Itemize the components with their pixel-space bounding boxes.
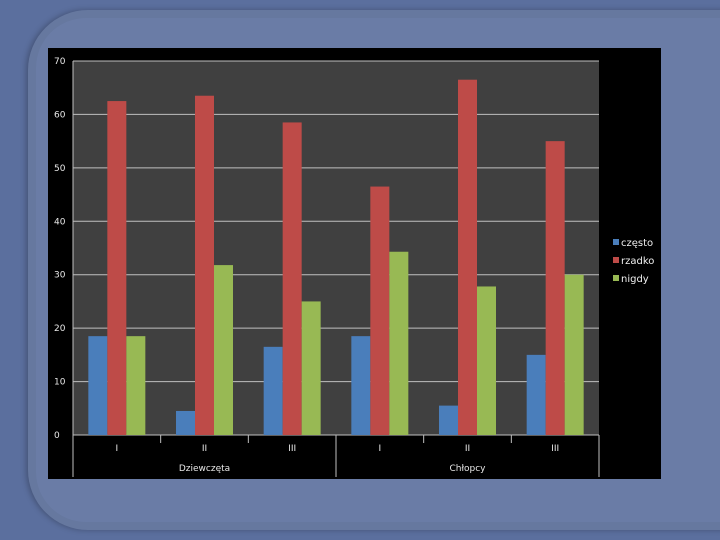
bar-rzadko [458, 79, 477, 435]
x-tick-label: II [465, 444, 470, 454]
y-tick-label: 20 [54, 324, 66, 334]
x-tick-label: II [202, 444, 207, 454]
legend-swatch [613, 257, 619, 263]
x-tick-label: III [288, 444, 296, 454]
legend-swatch [613, 239, 619, 245]
y-tick-label: 10 [54, 378, 66, 388]
bar-rzadko [545, 141, 565, 435]
y-tick-label: 50 [54, 164, 66, 174]
bar-często [526, 354, 546, 435]
y-tick-label: 0 [54, 431, 60, 441]
bar-rzadko [370, 186, 390, 435]
legend-label: często [621, 238, 653, 249]
bar-nigdy [477, 286, 496, 435]
x-tick-label: I [116, 444, 119, 454]
bar-rzadko [107, 101, 127, 436]
bar-nigdy [564, 274, 584, 435]
bar-często [439, 405, 458, 435]
bar-nigdy [301, 301, 321, 435]
bar-często [176, 410, 195, 435]
bar-rzadko [195, 95, 214, 435]
x-group-label: Chłopcy [449, 464, 486, 474]
x-tick-label: III [551, 444, 559, 454]
bar-nigdy [214, 265, 233, 435]
legend-swatch [613, 275, 619, 281]
y-tick-label: 60 [54, 110, 66, 120]
legend-label: nigdy [621, 274, 649, 285]
bar-często [263, 346, 283, 435]
y-tick-label: 30 [54, 271, 66, 281]
bar-często [88, 336, 108, 435]
bar-często [351, 336, 371, 435]
y-tick-label: 40 [54, 217, 66, 227]
plot-area [73, 61, 599, 435]
chart-container: 0 10 20 30 40 50 60 70 I II III I II III Dziewczęta Chł… [48, 48, 661, 479]
legend-label: rzadko [621, 256, 654, 267]
bar-nigdy [126, 336, 146, 435]
x-group-label: Dziewczęta [179, 464, 230, 474]
bar-rzadko [282, 122, 302, 435]
x-tick-label: I [379, 444, 382, 454]
y-tick-label: 70 [54, 57, 66, 67]
bar-nigdy [389, 251, 409, 435]
